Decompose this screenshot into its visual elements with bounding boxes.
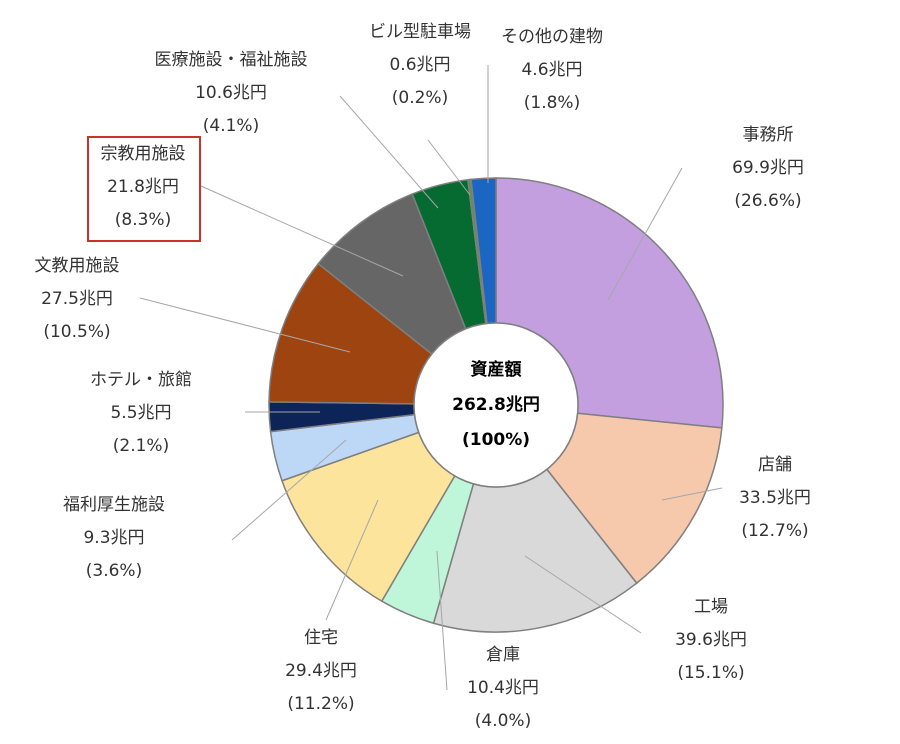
slice-label-name-その他の建物: その他の建物 [501,27,603,47]
leader-line-ビル型駐車場 [427,139,471,196]
slice-label-value-倉庫: 10.4兆円 [467,678,539,698]
slice-label-percent-福利厚生施設: (3.6%) [86,561,142,581]
leader-line-倉庫 [436,550,448,691]
slice-label-value-住宅: 29.4兆円 [285,661,357,681]
slice-label-name-ビル型駐車場: ビル型駐車場 [369,22,471,42]
slice-label-percent-医療施設福祉施設: (4.1%) [203,116,259,136]
slice-label-value-工場: 39.6兆円 [675,630,747,650]
slice-label-percent-ホテル旅館: (2.1%) [113,436,169,456]
leader-line-事務所 [607,167,683,301]
slice-label-value-店舗: 33.5兆円 [739,488,811,508]
slice-label-percent-事務所: (26.6%) [734,191,801,211]
slice-label-name-住宅: 住宅 [304,628,338,648]
slice-label-percent-ビル型駐車場: (0.2%) [392,88,448,108]
slice-label-percent-宗教用施設: (8.3%) [115,210,171,230]
slice-label-percent-工場: (15.1%) [677,663,744,683]
slice-label-value-宗教用施設: 21.8兆円 [107,177,179,197]
slice-label-name-店舗: 店舗 [758,455,792,475]
leader-line-文教用施設 [139,297,351,353]
slice-label-percent-文教用施設: (10.5%) [43,322,110,342]
leader-line-工場 [524,555,642,634]
slice-label-name-医療施設福祉施設: 医療施設・福祉施設 [155,50,308,70]
center-label: 資産額 262.8兆円 (100%) [452,359,540,450]
leader-line-医療施設福祉施設 [339,95,439,209]
slice-label-value-文教用施設: 27.5兆円 [41,289,113,309]
center-total-value: 262.8兆円 [452,395,540,415]
slice-label-value-福利厚生施設: 9.3兆円 [83,528,144,548]
center-total-percent: (100%) [462,430,530,450]
chart-slices [268,177,724,633]
leader-line-住宅 [325,499,379,621]
slice-label-percent-住宅: (11.2%) [287,694,354,714]
highlight-box [87,136,201,242]
slice-label-name-福利厚生施設: 福利厚生施設 [63,495,165,515]
slice-label-value-医療施設福祉施設: 10.6兆円 [195,83,267,103]
slice-label-name-倉庫: 倉庫 [486,645,520,665]
leader-line-宗教用施設 [200,185,404,277]
slice-label-value-事務所: 69.9兆円 [732,158,804,178]
slice-labels: 事務所 69.9兆円 (26.6%) 店舗 33.5兆円 (12.7%) 工場 39.6兆円 (… [35,22,811,731]
slice-label-name-ホテル旅館: ホテル・旅館 [90,370,192,390]
slice-label-value-その他の建物: 4.6兆円 [521,60,582,80]
donut-hole [413,322,579,488]
slice-label-name-宗教用施設: 宗教用施設 [101,144,186,164]
slice-label-percent-店舗: (12.7%) [741,521,808,541]
leader-lines [139,65,723,691]
slice-label-name-文教用施設: 文教用施設 [35,256,120,276]
slice-label-name-事務所: 事務所 [743,125,794,145]
slice-label-name-工場: 工場 [694,597,728,617]
leader-line-店舗 [661,487,723,501]
slice-label-percent-倉庫: (4.0%) [475,711,531,731]
center-title: 資産額 [471,359,522,380]
slice-label-value-ホテル旅館: 5.5兆円 [110,403,171,423]
slice-label-percent-その他の建物: (1.8%) [524,93,580,113]
slice-label-value-ビル型駐車場: 0.6兆円 [389,55,450,75]
leader-line-福利厚生施設 [231,439,347,541]
